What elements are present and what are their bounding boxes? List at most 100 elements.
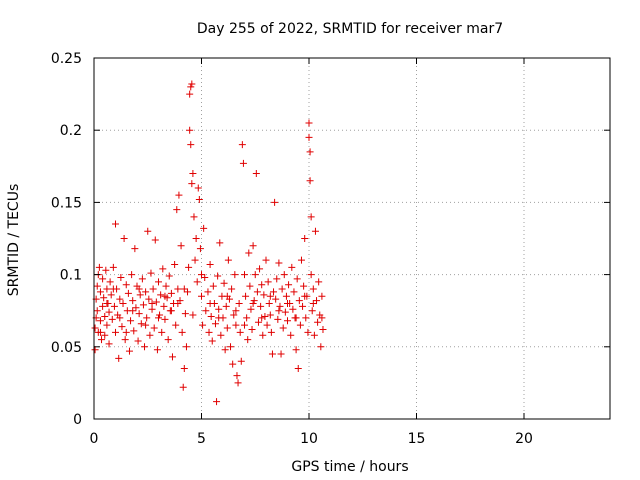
y-tick-label: 0 bbox=[73, 412, 82, 428]
data-point bbox=[293, 275, 301, 283]
data-point bbox=[100, 294, 108, 302]
data-point bbox=[115, 354, 123, 362]
data-point bbox=[252, 170, 260, 178]
data-point bbox=[221, 346, 229, 354]
chart-title: Day 255 of 2022, SRMTID for receiver mar… bbox=[197, 21, 503, 37]
data-point bbox=[265, 299, 273, 307]
data-point bbox=[143, 314, 151, 322]
data-point bbox=[309, 285, 317, 293]
data-point bbox=[223, 324, 231, 332]
data-point bbox=[139, 301, 147, 309]
data-point bbox=[211, 320, 219, 328]
data-point bbox=[112, 328, 119, 336]
data-point bbox=[296, 321, 304, 329]
data-point bbox=[301, 235, 309, 242]
data-point bbox=[244, 336, 252, 344]
data-point bbox=[119, 299, 127, 307]
data-point bbox=[107, 291, 115, 299]
data-point bbox=[266, 292, 274, 300]
data-point bbox=[142, 288, 150, 296]
data-point bbox=[241, 271, 248, 279]
data-point bbox=[308, 307, 316, 315]
data-point bbox=[150, 324, 158, 332]
data-point bbox=[268, 350, 276, 358]
data-point bbox=[162, 282, 170, 290]
data-point bbox=[259, 331, 267, 339]
data-point bbox=[200, 224, 208, 232]
data-point bbox=[153, 346, 161, 354]
data-point bbox=[98, 336, 106, 344]
data-point bbox=[254, 318, 262, 326]
data-point bbox=[121, 336, 129, 344]
data-point bbox=[193, 278, 201, 286]
data-point bbox=[249, 242, 257, 250]
plot-frame bbox=[93, 57, 611, 420]
data-point bbox=[179, 383, 187, 391]
data-point bbox=[180, 364, 188, 372]
data-point bbox=[188, 80, 196, 88]
data-point bbox=[315, 278, 323, 286]
data-point bbox=[129, 307, 137, 315]
data-point bbox=[186, 126, 194, 134]
data-point bbox=[248, 325, 256, 333]
data-point bbox=[103, 285, 111, 293]
data-point bbox=[253, 288, 261, 296]
data-point bbox=[223, 292, 231, 300]
data-point bbox=[96, 328, 104, 336]
data-point bbox=[101, 312, 109, 320]
data-point bbox=[246, 282, 254, 290]
data-point bbox=[137, 320, 145, 328]
data-point bbox=[310, 331, 318, 339]
data-point bbox=[235, 299, 243, 307]
data-point bbox=[116, 314, 124, 322]
data-point bbox=[258, 314, 266, 322]
x-tick-label: 0 bbox=[90, 431, 99, 447]
data-point bbox=[141, 343, 149, 351]
data-point bbox=[301, 292, 309, 300]
data-point bbox=[148, 299, 156, 307]
data-point bbox=[232, 321, 240, 329]
data-point bbox=[280, 271, 288, 279]
data-point bbox=[284, 299, 291, 307]
data-point bbox=[213, 398, 221, 406]
data-point bbox=[189, 311, 197, 319]
data-point bbox=[185, 263, 193, 271]
data-point bbox=[216, 239, 224, 247]
data-point bbox=[215, 314, 223, 322]
data-point bbox=[270, 288, 278, 296]
y-tick-label: 0.15 bbox=[51, 195, 82, 211]
data-point bbox=[174, 299, 182, 307]
data-point bbox=[287, 331, 295, 339]
data-point bbox=[224, 256, 232, 264]
data-point bbox=[167, 307, 175, 315]
data-point bbox=[174, 285, 182, 293]
data-point bbox=[187, 141, 195, 149]
data-point bbox=[189, 170, 197, 178]
data-point bbox=[135, 310, 143, 318]
data-point bbox=[95, 263, 103, 271]
data-point bbox=[284, 317, 291, 325]
data-point bbox=[105, 308, 113, 316]
data-point bbox=[228, 285, 236, 293]
data-point bbox=[229, 360, 237, 368]
data-point bbox=[251, 271, 259, 279]
data-point bbox=[172, 321, 180, 329]
data-point bbox=[242, 292, 250, 300]
grid-layer bbox=[94, 58, 610, 419]
y-axis-label: SRMTID / TECUs bbox=[6, 184, 22, 297]
data-point bbox=[274, 315, 282, 323]
data-point bbox=[188, 180, 196, 188]
data-point bbox=[182, 343, 190, 351]
data-point bbox=[99, 275, 107, 283]
data-point bbox=[130, 327, 138, 335]
data-point bbox=[245, 249, 253, 257]
data-point bbox=[217, 331, 225, 339]
y-tick-label: 0.05 bbox=[51, 340, 82, 356]
data-point bbox=[177, 242, 185, 250]
data-point bbox=[276, 302, 284, 310]
data-point bbox=[292, 346, 300, 354]
data-point bbox=[96, 288, 104, 296]
data-point bbox=[129, 297, 137, 305]
data-point bbox=[220, 279, 228, 287]
data-point bbox=[156, 311, 164, 319]
